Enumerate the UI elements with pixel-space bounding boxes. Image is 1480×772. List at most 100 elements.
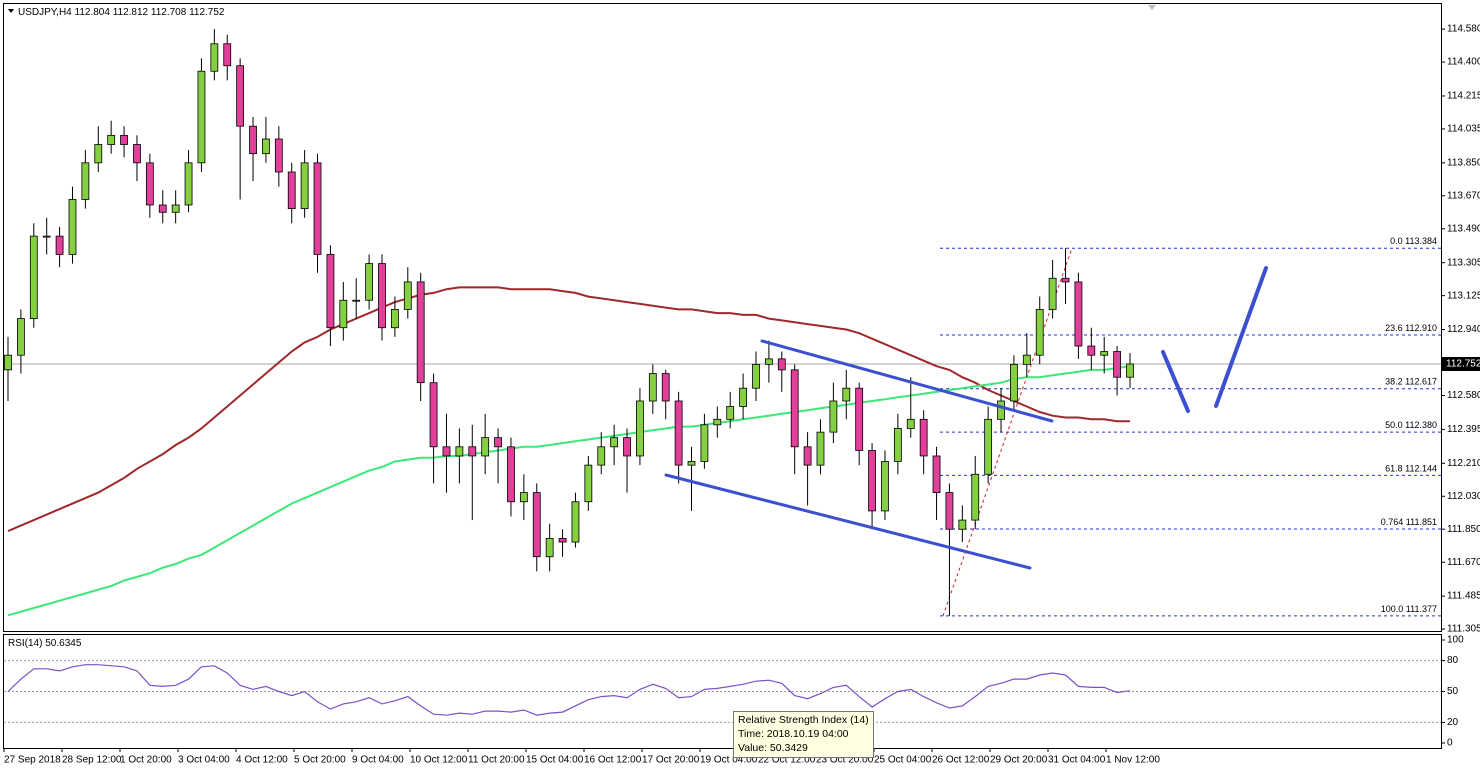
candle-body [94,144,103,164]
fib-price: 111.851 [1406,517,1437,527]
candle-body [610,437,619,448]
y-tick-label: 112.030 [1447,491,1480,502]
candle-body [739,387,748,407]
candle-body [416,281,425,384]
candle-body [855,387,864,451]
candle-body [519,492,528,503]
y-tick-label: 112.210 [1447,458,1480,469]
candle-body [1087,345,1096,356]
candle-body [210,43,219,72]
y-tick-label: 111.485 [1447,591,1480,602]
x-tick-label: 23 Oct 20:00 [816,755,874,766]
candle-body [842,387,851,402]
x-tick-label: 4 Oct 12:00 [236,755,288,766]
fib-price: 113.384 [1405,237,1437,247]
candle-body [713,418,722,426]
x-tick-label: 29 Oct 20:00 [990,755,1048,766]
fib-level-name: 23.6 [1385,323,1403,333]
y-tick-label: 113.850 [1447,157,1480,168]
candle-body [429,382,438,448]
drawings [664,266,1268,570]
price-panel-frame [3,3,1442,632]
candle-body [81,162,90,200]
candle-body [648,373,657,402]
x-tick-label: 9 Oct 04:00 [352,755,404,766]
x-tick-label: 26 Oct 12:00 [932,755,990,766]
fib-price: 112.617 [1405,377,1437,387]
candle-body [403,281,412,310]
y-tick-label: 80 [1447,655,1459,666]
x-tick-label: 15 Oct 04:00 [526,755,584,766]
candle-body [184,162,193,206]
fib-level-name: 38.2 [1385,377,1403,387]
candle-body [107,134,116,145]
current-price-box [1442,356,1480,371]
trend-line [760,339,1054,423]
close-price: 112.752 [189,7,225,18]
y-tick-label: 20 [1447,717,1459,728]
x-tick-label: 19 Oct 04:00 [700,755,758,766]
x-tick-label: 5 Oct 20:00 [294,755,346,766]
fib-label: 38.2 112.617 [1385,377,1437,387]
candle-body [68,199,77,255]
candle-body [984,418,993,475]
candle-body [945,492,954,530]
candle-body [1074,281,1083,347]
candle-body [300,162,309,210]
y-tick-label: 113.125 [1447,290,1480,301]
candle-body [700,424,709,462]
candle-body [868,450,876,512]
candle-body [1010,363,1018,402]
y-tick-label: 111.850 [1447,524,1480,535]
candle-body [958,519,967,530]
fib-level-name: 100.0 [1381,604,1404,614]
fib-label: 0.0 113.384 [1390,237,1437,247]
candle-body [1113,351,1122,378]
candle-body [339,299,348,329]
candle-body [287,171,296,210]
y-tick-label: 50 [1447,686,1459,697]
fib-price: 112.144 [1405,464,1437,474]
header: USDJPY,H4 112.804 112.812 112.708 112.75… [18,7,225,18]
candle-body [352,299,361,302]
candle-body [752,363,760,389]
current-price-label: 112.752 [1446,359,1480,370]
candle-body [274,138,283,173]
y-tick-label: 114.035 [1447,124,1480,135]
fib-label: 61.8 112.144 [1385,464,1437,474]
fib-label: 100.0 111.377 [1381,604,1437,614]
x-tick-label: 1 Oct 20:00 [120,755,172,766]
candle-body [133,144,141,164]
y-tick-label: 114.580 [1447,24,1480,35]
tooltip-line: Value: 50.3429 [738,742,808,754]
candle-body [893,428,902,462]
candle-body [777,358,786,371]
candle-body [1061,277,1070,283]
rsi-title: RSI(14) [8,638,42,649]
tooltip-line: Time: 2018.10.19 04:00 [738,728,849,740]
candle-body [636,400,644,457]
fib-price: 112.380 [1405,421,1437,431]
x-tick-label: 25 Oct 04:00 [874,755,932,766]
tooltip: Relative Strength Index (14) Time: 2018.… [733,711,874,758]
candle-body [16,318,25,356]
candle-body [726,406,735,420]
candle-body [1048,277,1057,310]
x-tick-label: 16 Oct 12:00 [584,755,642,766]
fib-price: 112.910 [1405,323,1437,333]
candle-body [158,204,167,213]
candle-body [494,437,502,448]
candle-body [597,446,606,466]
fib-level-name: 61.8 [1385,464,1403,474]
candle-body [236,65,245,127]
x-tick-label: 3 Oct 04:00 [178,755,230,766]
candle-body [584,464,593,503]
candle-body [326,254,335,329]
candle-body [919,418,928,457]
candle-body [661,373,670,402]
high-price: 112.812 [113,7,149,18]
candle-body [197,70,206,164]
tooltip-box [733,711,874,758]
